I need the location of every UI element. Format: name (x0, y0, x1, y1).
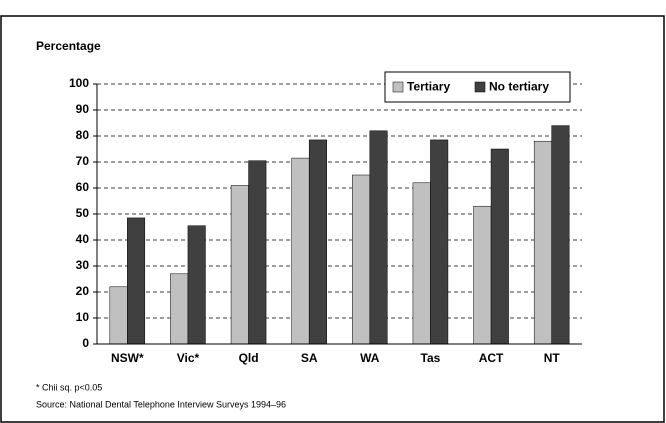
x-tick-label: NSW* (111, 351, 144, 365)
bar (369, 130, 388, 345)
legend-label: No tertiary (489, 80, 549, 94)
bar (430, 139, 449, 345)
y-tick-label: 20 (76, 284, 90, 298)
y-tick-label: 10 (76, 310, 90, 324)
bar (308, 139, 327, 345)
x-tick-label: Qld (239, 351, 259, 365)
y-tick-label: 30 (76, 258, 90, 272)
bar (291, 157, 310, 345)
bar (248, 160, 267, 345)
x-tick-label: Vic* (177, 351, 200, 365)
bar (170, 273, 189, 345)
bar (109, 286, 128, 345)
legend-box (384, 71, 571, 103)
bar (490, 148, 509, 345)
bar (230, 185, 249, 345)
y-tick-label: 80 (76, 128, 90, 142)
x-tick-label: SA (301, 351, 318, 365)
y-tick-label: 60 (76, 180, 90, 194)
legend-swatch (392, 81, 404, 93)
bar (473, 205, 492, 345)
x-tick-label: WA (360, 351, 380, 365)
legend-swatch (474, 81, 486, 93)
y-tick-label: 40 (76, 232, 90, 246)
bar (127, 217, 146, 345)
frame (0, 15, 665, 423)
legend-label: Tertiary (407, 80, 450, 94)
bar (533, 140, 552, 345)
y-axis-label: Percentage (36, 39, 101, 53)
bar (187, 225, 206, 345)
x-tick-label: Tas (421, 351, 441, 365)
source-note: Source: National Dental Telephone Interv… (36, 399, 286, 409)
x-tick-label: ACT (479, 351, 504, 365)
y-tick-label: 90 (76, 102, 90, 116)
bar (412, 182, 431, 345)
y-tick-label: 0 (82, 336, 89, 350)
footnote: * Chii sq. p<0.05 (36, 382, 102, 392)
y-tick-label: 50 (76, 206, 90, 220)
y-tick-label: 100 (69, 76, 89, 90)
bar (551, 125, 570, 345)
bar (352, 174, 371, 345)
y-tick-label: 70 (76, 154, 90, 168)
x-tick-label: NT (544, 351, 561, 365)
